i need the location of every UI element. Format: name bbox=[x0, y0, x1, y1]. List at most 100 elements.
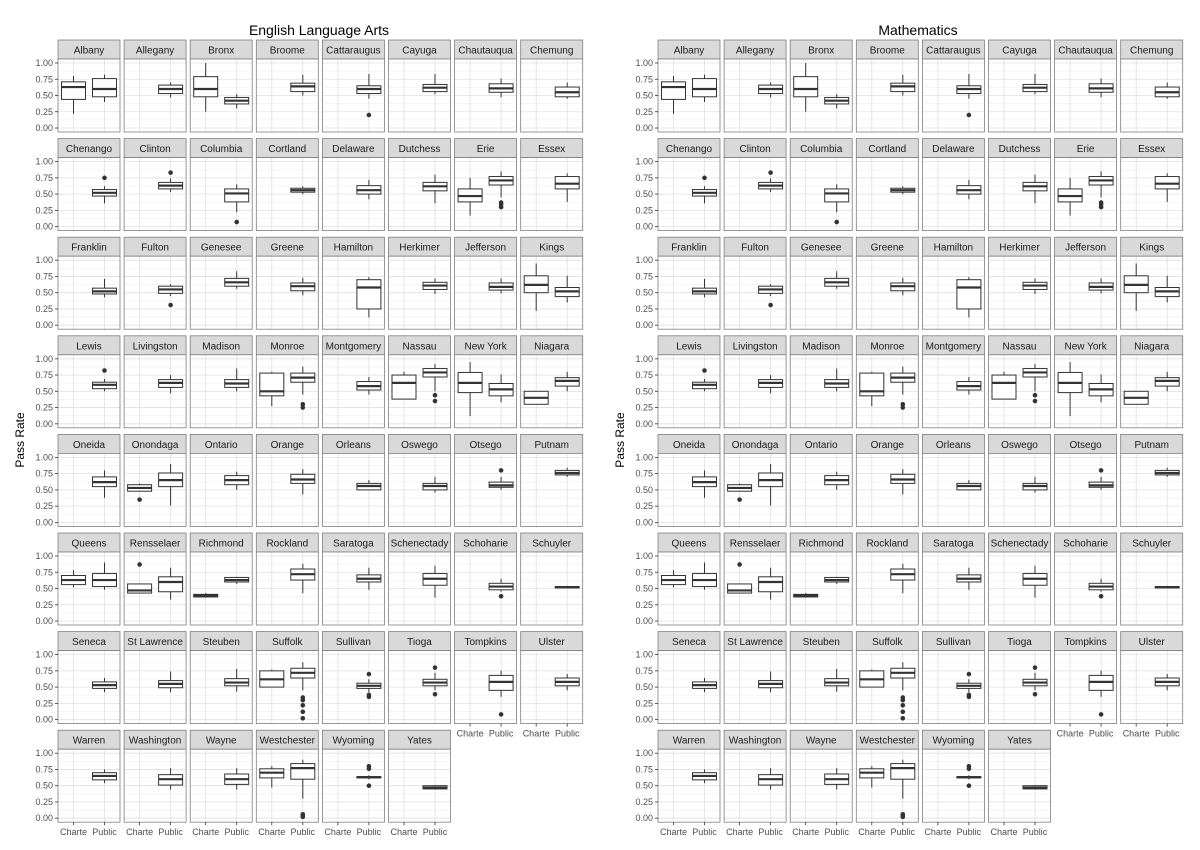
facet-label: Bronx bbox=[808, 46, 834, 57]
box-iqr bbox=[356, 279, 382, 310]
box-iqr bbox=[727, 583, 753, 594]
panel-border bbox=[988, 157, 1051, 232]
outlier-point bbox=[966, 112, 972, 118]
facet-label: Orleans bbox=[936, 440, 971, 451]
facet-nassau: Nassau bbox=[388, 335, 451, 429]
box-public bbox=[356, 179, 382, 200]
box-public bbox=[1022, 74, 1048, 95]
facet-label: Nassau bbox=[403, 341, 437, 352]
facet-rensselaer: Rensselaer bbox=[723, 532, 787, 626]
x-tick-label: Public bbox=[224, 827, 249, 837]
facet-label: Wyoming bbox=[933, 736, 975, 747]
panel-border bbox=[855, 58, 919, 133]
facet-chenango: Chenango 0.00 0.25 0.50 0.75 1.00 bbox=[635, 138, 721, 232]
x-tick-label: Charte bbox=[457, 729, 484, 739]
panel-border bbox=[454, 58, 518, 133]
panel-border bbox=[789, 255, 853, 330]
panel-border bbox=[988, 551, 1051, 626]
y-tick-label: 0.50 bbox=[35, 485, 53, 495]
facet-label: Cayuga bbox=[402, 46, 437, 57]
y-tick-label: 0.00 bbox=[635, 616, 653, 626]
panel-border bbox=[922, 452, 985, 527]
box-public bbox=[224, 576, 250, 584]
facet-label: Ulster bbox=[1139, 637, 1166, 648]
facet-label: Hamilton bbox=[334, 243, 373, 254]
facet-jefferson: Jefferson bbox=[454, 236, 518, 330]
panel-border bbox=[255, 354, 319, 429]
facet-label: Seneca bbox=[72, 637, 106, 648]
facet-label: Washington bbox=[129, 736, 181, 747]
panel-border bbox=[388, 748, 451, 823]
facet-richmond: Richmond bbox=[189, 532, 253, 626]
x-tick-label: Charte bbox=[60, 827, 87, 837]
facet-otsego: Otsego bbox=[1054, 433, 1117, 527]
facet-broome: Broome bbox=[855, 39, 919, 133]
panel-border bbox=[988, 452, 1051, 527]
box-public bbox=[356, 480, 382, 491]
outlier-point bbox=[1098, 712, 1104, 717]
y-tick-label: 0.00 bbox=[35, 715, 53, 725]
outlier-point bbox=[1032, 392, 1038, 398]
facet-onondaga: Onondaga bbox=[723, 433, 787, 527]
panel-border bbox=[1054, 551, 1117, 626]
box-public bbox=[356, 763, 382, 788]
outlier-point bbox=[900, 709, 906, 715]
outlier-point bbox=[102, 175, 107, 181]
box-public bbox=[422, 785, 448, 790]
box-iqr bbox=[391, 374, 417, 400]
outlier-point bbox=[137, 562, 142, 567]
box-public bbox=[554, 82, 580, 99]
box-public bbox=[824, 668, 850, 692]
y-tick-label: 0.75 bbox=[35, 469, 53, 479]
panel-border bbox=[454, 354, 518, 429]
facet-cortland: Cortland bbox=[255, 138, 319, 232]
panel-border bbox=[1054, 452, 1117, 527]
facet-ulster: Ulster Charte Public bbox=[1120, 631, 1184, 739]
outlier-point bbox=[300, 814, 306, 820]
y-tick-label: 0.00 bbox=[635, 222, 653, 232]
y-tick-label: 0.00 bbox=[35, 517, 53, 527]
y-tick-label: 0.00 bbox=[35, 813, 53, 823]
x-tick-label: Public bbox=[489, 729, 514, 739]
y-tick-label: 0.00 bbox=[35, 616, 53, 626]
box-iqr bbox=[793, 76, 819, 98]
facet-oswego: Oswego bbox=[988, 433, 1051, 527]
panel-border bbox=[123, 354, 187, 429]
facet-suffolk: Suffolk bbox=[855, 631, 919, 724]
y-tick-label: 1.00 bbox=[35, 650, 53, 660]
box-iqr bbox=[158, 576, 184, 593]
box-public bbox=[1088, 171, 1114, 210]
facet-ontario: Ontario bbox=[189, 433, 253, 527]
box-charter bbox=[1057, 362, 1083, 416]
y-tick-label: 1.00 bbox=[35, 255, 53, 265]
outlier-point bbox=[702, 368, 707, 373]
outlier-point bbox=[432, 392, 438, 398]
outlier-point bbox=[300, 405, 306, 410]
y-tick-label: 1.00 bbox=[635, 354, 653, 364]
facet-label: Schuyler bbox=[1132, 539, 1172, 550]
facet-label: Yates bbox=[1007, 736, 1032, 747]
facet-schuyler: Schuyler bbox=[1120, 532, 1184, 626]
facet-label: Orange bbox=[871, 440, 905, 451]
facet-label: Putnam bbox=[534, 440, 568, 451]
box-public bbox=[956, 567, 982, 590]
outlier-point bbox=[300, 709, 306, 715]
panel-border bbox=[789, 650, 853, 724]
facet-label: Clinton bbox=[740, 144, 771, 155]
facet-label: Suffolk bbox=[272, 637, 303, 648]
facet-label: Orleans bbox=[336, 440, 371, 451]
facet-chautauqua: Chautauqua bbox=[1054, 39, 1117, 133]
facet-wayne: Wayne Charte Public bbox=[189, 729, 253, 837]
panel-border bbox=[855, 354, 919, 429]
facet-genesee: Genesee bbox=[189, 236, 253, 330]
chart-title: English Language Arts bbox=[249, 22, 389, 38]
box-public bbox=[956, 74, 982, 118]
panel-border bbox=[454, 452, 518, 527]
y-tick-label: 0.25 bbox=[35, 600, 53, 610]
y-tick-label: 0.50 bbox=[635, 386, 653, 396]
box-public bbox=[92, 279, 117, 298]
panel-border bbox=[723, 354, 787, 429]
chart-english-language-arts: English Language Arts Pass Rate Albany 0.00… bbox=[13, 22, 584, 837]
x-tick-label: Public bbox=[824, 827, 849, 837]
panel-border bbox=[520, 650, 584, 724]
